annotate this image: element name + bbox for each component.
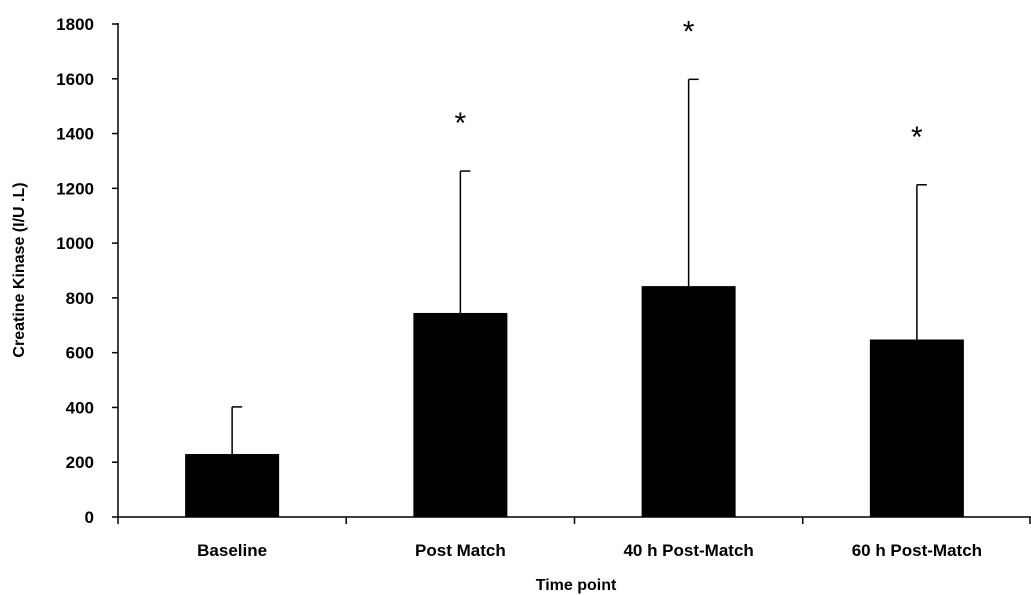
significance-asterisk: * — [911, 121, 923, 154]
y-axis-title: Creatine Kinase (I/U .L) — [11, 182, 28, 357]
bar — [185, 454, 280, 517]
y-tick-label: 400 — [66, 398, 94, 417]
x-tick-label: Baseline — [197, 541, 267, 560]
x-tick-label: 40 h Post-Match — [623, 541, 753, 560]
y-tick-label: 1800 — [56, 15, 94, 34]
error-bars — [231, 78, 927, 455]
significance-asterisk: * — [455, 107, 467, 140]
x-tick-label: 60 h Post-Match — [852, 541, 982, 560]
significance-asterisk: * — [683, 15, 695, 48]
x-tick-label: Post Match — [415, 541, 506, 560]
significance-markers: * * * — [455, 15, 924, 153]
y-tick-label: 600 — [66, 344, 94, 363]
bar — [641, 286, 736, 517]
bar — [413, 312, 508, 517]
y-tick-label: 1400 — [56, 125, 94, 144]
y-axis: 0 200 400 600 800 1000 1200 1400 1600 1800 — [56, 15, 119, 527]
y-tick-label: 800 — [66, 289, 94, 308]
x-axis-title: Time point — [536, 577, 617, 594]
x-axis: Baseline Post Match 40 h Post-Match 60 h Po… — [117, 516, 1031, 560]
y-tick-label: 1200 — [56, 179, 94, 198]
bar — [869, 339, 964, 517]
y-tick-label: 1600 — [56, 70, 94, 89]
bars — [185, 286, 964, 517]
y-tick-label: 200 — [66, 453, 94, 472]
y-tick-label: 1000 — [56, 234, 94, 253]
y-tick-label: 0 — [85, 508, 94, 527]
